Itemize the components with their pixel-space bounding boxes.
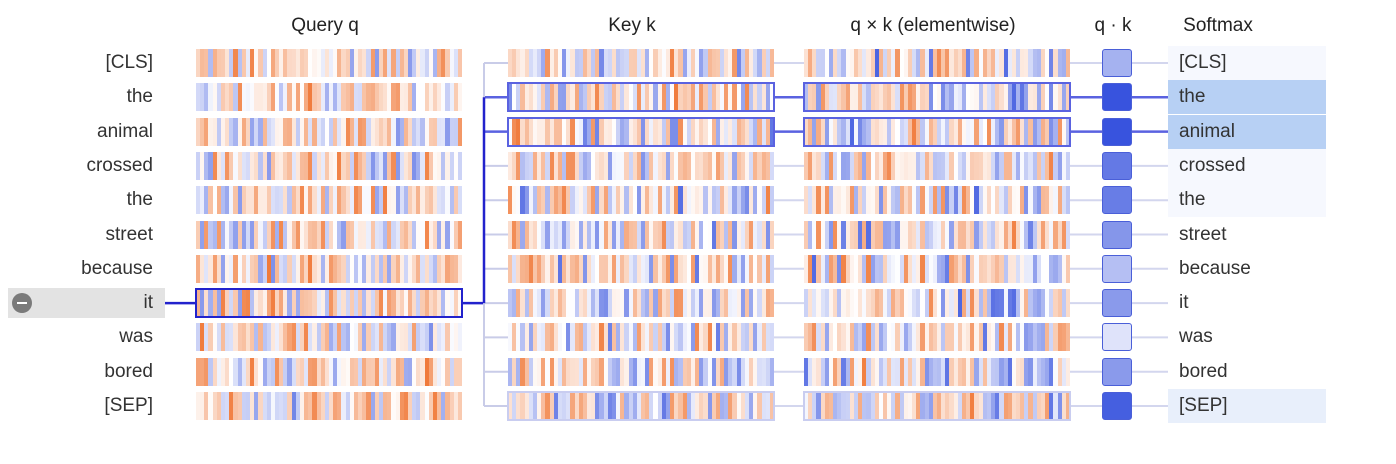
query-vector: [196, 392, 462, 420]
query-token-label[interactable]: animal: [97, 120, 153, 142]
query-vector: [196, 83, 462, 112]
dot-product-cell: [1102, 220, 1132, 249]
softmax-token-label: crossed: [1168, 148, 1326, 183]
header-query: Query q: [291, 15, 359, 36]
key-vector: [508, 151, 774, 180]
query-token-label[interactable]: crossed: [86, 154, 153, 176]
dot-product-cell: [1102, 254, 1132, 283]
dot-product-cell: [1102, 117, 1132, 146]
query-vector: [196, 49, 462, 77]
product-vector: [804, 323, 1070, 352]
dot-product-cell: [1102, 83, 1132, 112]
key-vector: [508, 323, 774, 352]
query-vector: [196, 357, 462, 386]
query-vector: [196, 220, 462, 249]
softmax-token-label: it: [1179, 292, 1189, 314]
key-vector: [508, 186, 774, 215]
key-vector: [508, 220, 774, 249]
query-token-label[interactable]: bored: [104, 360, 153, 382]
query-token-label[interactable]: the: [126, 86, 153, 108]
header-dot: q · k: [1094, 15, 1132, 36]
dot-product-cell: [1102, 323, 1132, 352]
softmax-token-label: [SEP]: [1168, 389, 1326, 423]
header-product: q × k (elementwise): [850, 15, 1016, 36]
query-vector: [196, 289, 462, 318]
header-softmax: Softmax: [1183, 15, 1253, 36]
query-vector: [196, 254, 462, 283]
dot-product-cell: [1102, 392, 1132, 420]
query-vector: [196, 151, 462, 180]
query-vector: [196, 323, 462, 352]
softmax-token-label: bored: [1179, 360, 1228, 382]
dot-product-cell: [1102, 151, 1132, 180]
query-token-label[interactable]: street: [105, 223, 153, 245]
product-vector: [804, 186, 1070, 215]
header-key: Key k: [608, 15, 656, 36]
product-vector: [804, 49, 1070, 77]
product-vector: [804, 392, 1070, 420]
key-vector: [508, 357, 774, 386]
query-token-label[interactable]: was: [119, 326, 153, 348]
query-vector: [196, 186, 462, 215]
query-token-label[interactable]: it: [8, 288, 165, 319]
dot-product-cell: [1102, 49, 1132, 77]
query-token-label[interactable]: [SEP]: [104, 395, 153, 416]
dot-product-cell: [1102, 186, 1132, 215]
softmax-token-label: animal: [1168, 114, 1326, 149]
key-vector: [508, 49, 774, 77]
remove-circle-icon[interactable]: [12, 293, 32, 314]
key-vector: [508, 83, 774, 112]
key-vector: [508, 392, 774, 420]
product-vector: [804, 254, 1070, 283]
query-token-label[interactable]: [CLS]: [105, 52, 153, 73]
product-vector: [804, 289, 1070, 318]
query-token-label[interactable]: because: [81, 257, 153, 279]
product-vector: [804, 117, 1070, 146]
key-vector: [508, 117, 774, 146]
softmax-token-label: street: [1179, 223, 1227, 245]
product-vector: [804, 220, 1070, 249]
softmax-token-label: the: [1168, 80, 1326, 115]
softmax-token-label: because: [1179, 257, 1251, 279]
dot-product-cell: [1102, 357, 1132, 386]
softmax-token-label: was: [1179, 326, 1213, 348]
query-vector: [196, 117, 462, 146]
softmax-token-label: [CLS]: [1168, 46, 1326, 80]
product-vector: [804, 357, 1070, 386]
key-vector: [508, 254, 774, 283]
product-vector: [804, 83, 1070, 112]
product-vector: [804, 151, 1070, 180]
dot-product-cell: [1102, 289, 1132, 318]
query-token-label[interactable]: the: [126, 189, 153, 211]
key-vector: [508, 289, 774, 318]
softmax-token-label: the: [1168, 183, 1326, 218]
